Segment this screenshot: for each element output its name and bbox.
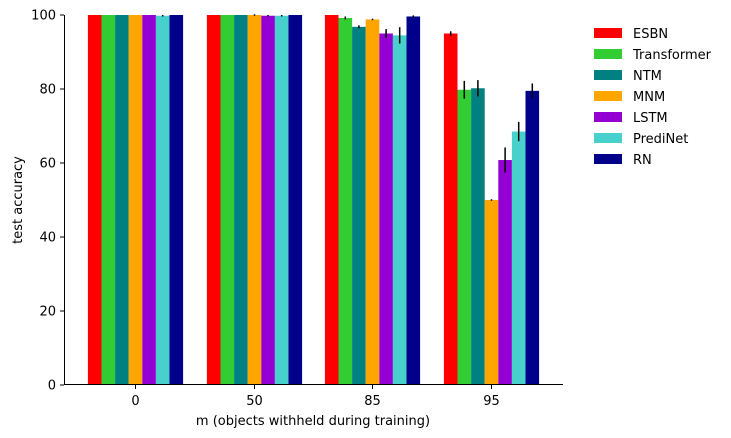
x-tick-label: 85 xyxy=(364,394,381,409)
bar-ntm-85 xyxy=(352,26,366,386)
bar-rn-95 xyxy=(525,90,540,385)
bar-predinet-50 xyxy=(274,15,289,386)
legend-swatch-rn xyxy=(594,154,622,164)
legend-label-ntm: NTM xyxy=(633,69,662,84)
y-tick-label: 40 xyxy=(39,231,56,246)
bar-lstm-95 xyxy=(498,160,512,385)
legend-swatch-ntm xyxy=(594,70,622,80)
bar-rn-85 xyxy=(406,16,421,385)
bars-layer xyxy=(87,15,540,386)
bar-transformer-0 xyxy=(101,15,116,385)
error-bars-layer xyxy=(161,14,534,201)
bar-predinet-95 xyxy=(511,131,526,385)
bar-mnm-50 xyxy=(247,15,262,385)
bar-mnm-85 xyxy=(365,19,380,385)
legend-swatch-transformer xyxy=(594,49,622,59)
legend-label-lstm: LSTM xyxy=(633,111,668,126)
legend-label-transformer: Transformer xyxy=(632,48,712,63)
y-tick-label: 60 xyxy=(39,157,56,172)
bar-transformer-85 xyxy=(338,17,353,386)
bar-transformer-50 xyxy=(220,15,235,385)
bar-rn-50 xyxy=(288,15,303,385)
bar-lstm-50 xyxy=(261,15,275,386)
x-tick-label: 0 xyxy=(131,394,139,409)
bar-predinet-0 xyxy=(155,15,170,386)
bar-lstm-85 xyxy=(379,33,393,385)
bar-esbn-95 xyxy=(443,33,458,385)
x-axis-label: m (objects withheld during training) xyxy=(196,414,430,429)
legend-label-esbn: ESBN xyxy=(633,27,668,42)
bar-esbn-50 xyxy=(206,15,221,385)
legend-label-mnm: MNM xyxy=(633,90,665,105)
legend-label-rn: RN xyxy=(633,153,652,168)
x-tick-label: 95 xyxy=(483,394,500,409)
legend-swatch-predinet xyxy=(594,133,622,143)
y-tick-label: 20 xyxy=(39,305,56,320)
bar-ntm-95 xyxy=(471,88,485,385)
axes-layer xyxy=(64,15,563,385)
bar-lstm-0 xyxy=(142,15,156,385)
y-ticks: 0 20 40 60 80 100 xyxy=(31,9,64,394)
legend-swatch-esbn xyxy=(594,28,622,38)
bar-rn-0 xyxy=(169,15,184,385)
bar-ntm-0 xyxy=(115,15,129,385)
y-axis-label: test accuracy xyxy=(11,156,26,244)
legend-swatch-mnm xyxy=(594,91,622,101)
bar-esbn-0 xyxy=(87,15,102,385)
legend-swatch-lstm xyxy=(594,112,622,122)
bar-mnm-0 xyxy=(128,15,143,385)
y-tick-label: 80 xyxy=(39,83,56,98)
bar-mnm-95 xyxy=(484,200,499,385)
y-tick-label: 0 xyxy=(48,379,56,394)
legend-label-predinet: PrediNet xyxy=(633,132,688,147)
y-tick-label: 100 xyxy=(31,9,56,24)
bar-ntm-50 xyxy=(234,15,248,385)
x-tick-label: 50 xyxy=(246,394,263,409)
bar-transformer-95 xyxy=(457,89,472,386)
legend: ESBN Transformer NTM MNM LSTM PrediNet RN xyxy=(594,27,712,168)
bar-predinet-85 xyxy=(392,35,407,385)
x-ticks: 0 50 85 95 xyxy=(131,385,500,409)
bar-esbn-85 xyxy=(324,15,339,385)
